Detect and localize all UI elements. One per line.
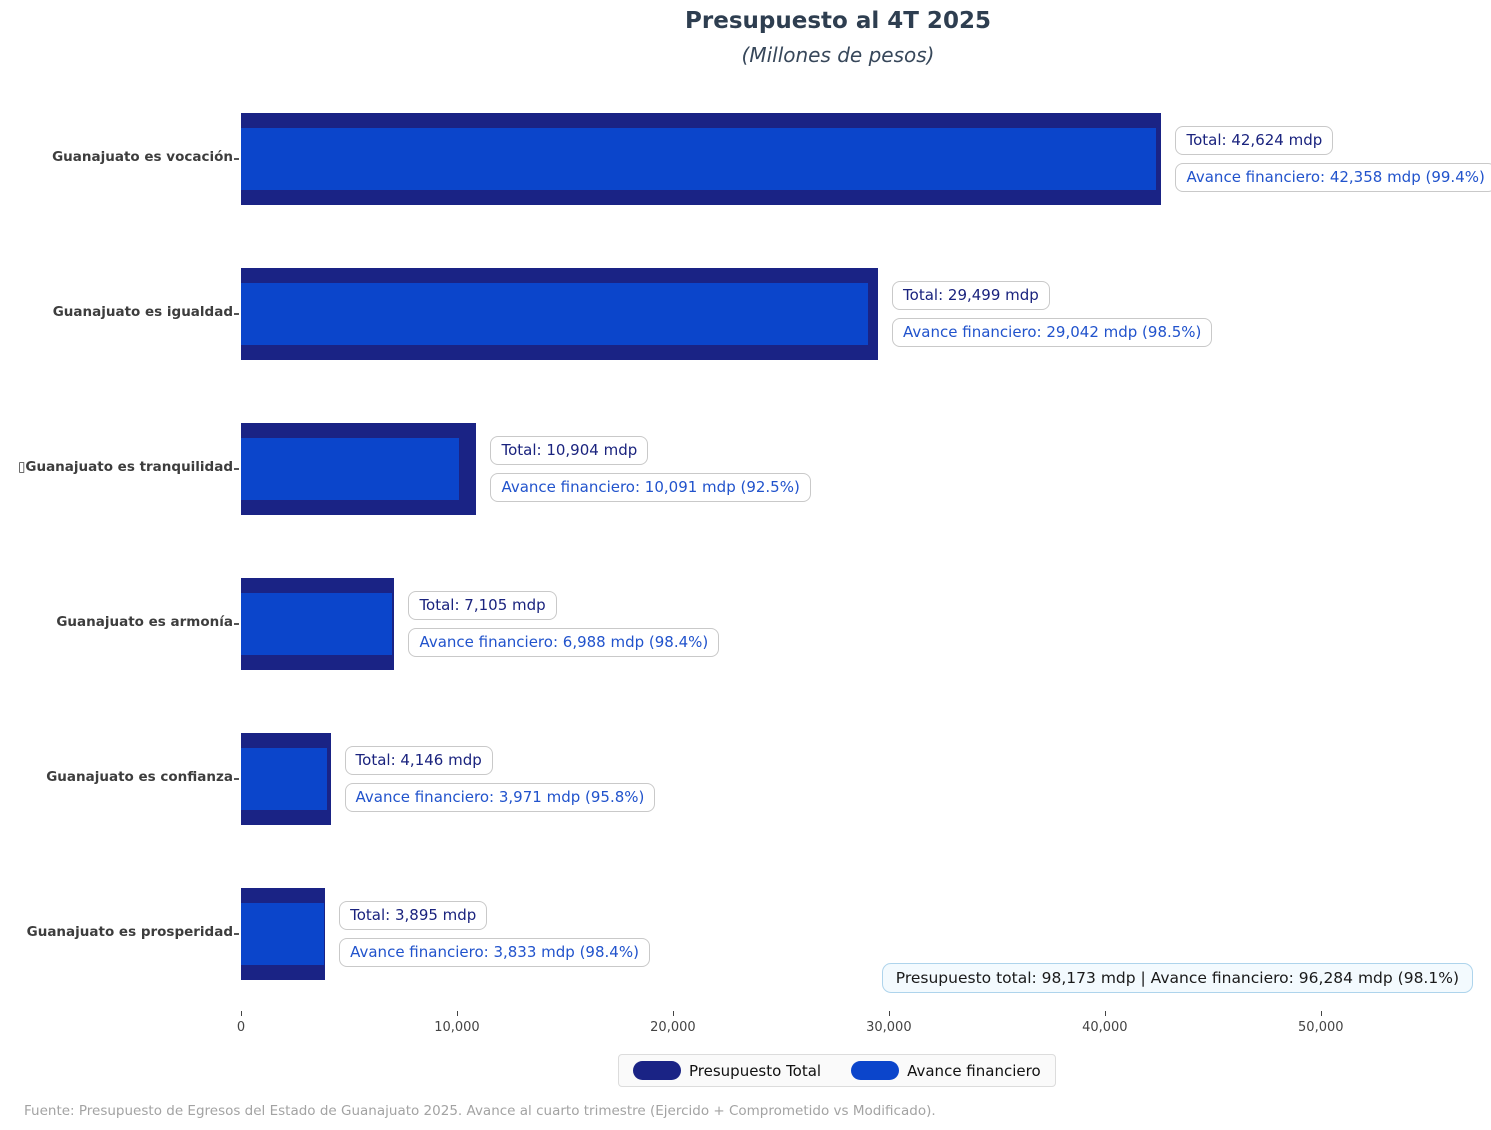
legend-item-avance-financiero: Avance financiero: [851, 1061, 1041, 1080]
category-label: Guanajuato es prosperidad: [26, 923, 233, 940]
avance-annotation: Avance financiero: 10,091 mdp (92.5%): [490, 472, 811, 502]
x-tick-mark: [241, 1011, 242, 1016]
x-tick-mark: [1104, 1011, 1106, 1016]
x-tick-mark: [672, 1011, 674, 1016]
avance-annotation: Avance financiero: 3,833 mdp (98.4%): [339, 937, 650, 967]
avance-annotation: Avance financiero: 42,358 mdp (99.4%): [1175, 162, 1491, 192]
y-tick-mark: [234, 312, 239, 315]
legend-label-total: Presupuesto Total: [689, 1061, 822, 1080]
avance-bar: [241, 127, 1156, 190]
legend-label-avance: Avance financiero: [907, 1061, 1041, 1080]
category-label: Guanajuato es vocación: [52, 148, 233, 165]
total-annotation: Total: 7,105 mdp: [408, 590, 557, 620]
avance-annotation: Avance financiero: 29,042 mdp (98.5%): [892, 317, 1213, 347]
x-tick-label: 30,000: [866, 1020, 912, 1035]
total-annotation: Total: 42,624 mdp: [1175, 125, 1334, 155]
avance-bar: [241, 902, 324, 965]
summary-annotation: Presupuesto total: 98,173 mdp | Avance f…: [881, 963, 1473, 993]
y-tick-mark: [234, 777, 239, 780]
x-tick-label: 0: [236, 1020, 246, 1035]
category-label: Guanajuato es armonía: [56, 613, 233, 630]
avance-bar: [241, 282, 869, 345]
total-annotation: Total: 3,895 mdp: [339, 900, 488, 930]
category-label: Guanajuato es confianza: [46, 768, 233, 785]
category-label: ▯Guanajuato es tranquilidad: [17, 458, 233, 475]
avance-annotation: Avance financiero: 6,988 mdp (98.4%): [408, 627, 720, 657]
category-label: Guanajuato es igualdad: [52, 303, 233, 320]
x-tick-mark: [456, 1011, 458, 1016]
legend: Presupuesto Total Avance financiero: [618, 1054, 1056, 1087]
legend-item-presupuesto-total: Presupuesto Total: [633, 1061, 821, 1080]
total-annotation: Total: 29,499 mdp: [892, 280, 1050, 310]
total-annotation: Total: 10,904 mdp: [490, 435, 649, 465]
chart-subtitle: (Millones de pesos): [741, 43, 935, 67]
y-tick-mark: [234, 932, 239, 935]
x-tick-mark: [888, 1011, 890, 1016]
x-tick-label: 20,000: [650, 1020, 696, 1035]
source-note: Fuente: Presupuesto de Egresos del Estad…: [24, 1103, 936, 1119]
avance-bar: [241, 747, 327, 810]
y-tick-mark: [234, 157, 239, 160]
y-tick-mark: [234, 467, 239, 470]
avance-bar: [241, 437, 459, 500]
total-annotation: Total: 4,146 mdp: [344, 745, 493, 775]
legend-swatch-avance-icon: [851, 1061, 900, 1080]
x-tick-mark: [1320, 1011, 1322, 1016]
chart-title: Presupuesto al 4T 2025: [685, 8, 991, 34]
avance-annotation: Avance financiero: 3,971 mdp (95.8%): [344, 782, 656, 812]
avance-bar: [241, 592, 392, 655]
legend-swatch-total-icon: [633, 1061, 681, 1080]
x-tick-label: 40,000: [1082, 1020, 1128, 1035]
x-tick-label: 50,000: [1298, 1020, 1344, 1035]
x-tick-label: 10,000: [434, 1020, 480, 1035]
y-tick-mark: [234, 622, 239, 625]
